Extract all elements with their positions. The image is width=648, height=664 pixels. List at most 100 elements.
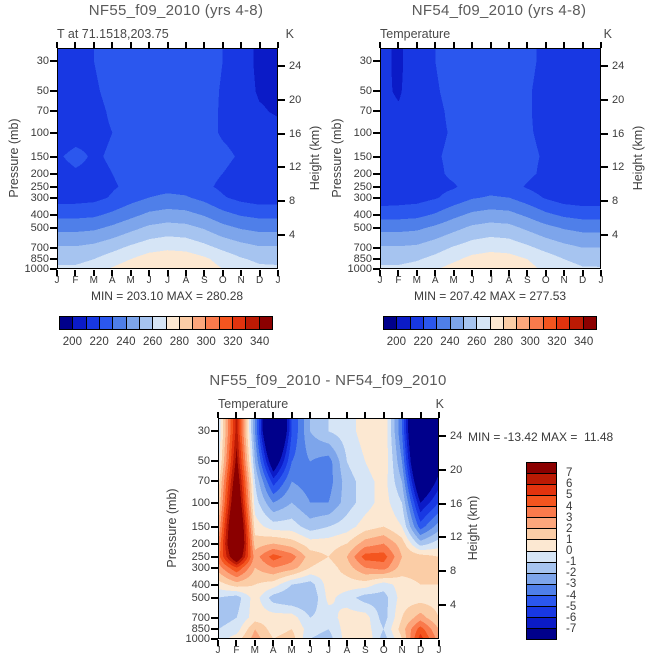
colorbar-tick-label: 4 bbox=[566, 500, 573, 513]
pressure-tick-label: 850 bbox=[30, 253, 49, 266]
height-tick-label: 20 bbox=[450, 463, 463, 476]
month-tick bbox=[401, 640, 404, 646]
colorbar-cell bbox=[219, 317, 234, 329]
month-tick bbox=[74, 42, 77, 48]
height-tick-label: 4 bbox=[450, 599, 457, 612]
pressure-tick bbox=[50, 60, 57, 63]
pressure-tick bbox=[211, 566, 218, 569]
month-tick bbox=[235, 412, 238, 418]
colorbar-cell bbox=[126, 317, 140, 329]
height-tick-label: 24 bbox=[612, 59, 625, 72]
pressure-tick-label: 250 bbox=[30, 180, 49, 193]
pressure-tick bbox=[373, 131, 380, 134]
month-tick bbox=[434, 270, 437, 276]
month-tick bbox=[507, 270, 510, 276]
colorbar-tick-label: 200 bbox=[62, 336, 82, 348]
pressure-tick bbox=[211, 628, 218, 631]
month-tick bbox=[327, 412, 330, 418]
colorbar-cell bbox=[463, 317, 478, 329]
pressure-tick bbox=[211, 596, 218, 599]
colorbar-cell bbox=[527, 584, 556, 596]
pressure-tick bbox=[50, 185, 57, 188]
height-tick bbox=[601, 132, 608, 135]
month-tick bbox=[507, 42, 510, 48]
month-tick-label: N bbox=[560, 275, 568, 286]
height-tick bbox=[439, 604, 446, 607]
colorbar-cell bbox=[60, 317, 74, 329]
panel-title-diff: NF55_f09_2010 - NF54_f09_2010 bbox=[209, 372, 447, 389]
pressure-tick bbox=[211, 583, 218, 586]
month-tick-label: F bbox=[395, 275, 402, 286]
colorbar-cell bbox=[543, 317, 558, 329]
pressure-tick bbox=[50, 155, 57, 158]
pressure-tick-label: 700 bbox=[191, 611, 210, 624]
height-tick bbox=[278, 98, 285, 101]
colorbar-cell bbox=[527, 540, 556, 552]
colorbar-cell bbox=[557, 317, 571, 329]
month-tick-label: J bbox=[275, 275, 281, 286]
month-tick-label: D bbox=[578, 275, 587, 286]
month-tick-label: J bbox=[436, 645, 442, 656]
height-tick bbox=[278, 200, 285, 203]
colorbar-cell bbox=[527, 485, 556, 497]
colorbar-cell bbox=[477, 317, 491, 329]
month-tick bbox=[581, 42, 584, 48]
month-tick bbox=[240, 270, 243, 276]
colorbar-tick-label: 280 bbox=[493, 336, 513, 348]
month-tick bbox=[217, 412, 219, 418]
pressure-tick-label: 1000 bbox=[24, 263, 49, 275]
month-tick-label: N bbox=[398, 645, 406, 656]
colorbar-cell bbox=[99, 317, 114, 329]
pressure-tick-label: 30 bbox=[197, 425, 210, 438]
month-tick bbox=[345, 412, 348, 418]
colorbar-cell bbox=[527, 595, 556, 607]
month-tick bbox=[111, 42, 114, 48]
colorbar-nf54 bbox=[383, 316, 597, 330]
colorbar-cell bbox=[503, 317, 518, 329]
month-tick bbox=[452, 42, 455, 48]
panel-subtitle-nf55: T at 71.1518,203.75 bbox=[57, 27, 169, 41]
pressure-tick bbox=[373, 246, 380, 249]
height-tick-label: 20 bbox=[612, 93, 625, 106]
month-tick bbox=[438, 412, 440, 418]
colorbar-cell bbox=[527, 463, 556, 475]
month-tick bbox=[253, 412, 256, 418]
pressure-tick bbox=[50, 268, 57, 270]
month-tick bbox=[397, 42, 400, 48]
panel-subtitle-nf54: Temperature bbox=[380, 27, 451, 41]
month-tick-label: A bbox=[108, 275, 116, 286]
month-tick-label: M bbox=[126, 275, 135, 286]
pressure-tick bbox=[373, 213, 380, 216]
height-tick bbox=[601, 166, 608, 169]
colorbar-cell bbox=[527, 617, 556, 629]
pressure-tick-label: 400 bbox=[30, 208, 49, 221]
pressure-tick-label: 400 bbox=[353, 208, 372, 221]
height-tick-label: 12 bbox=[289, 161, 302, 174]
min-max-stats-nf54: MIN = 207.42 MAX = 277.53 bbox=[413, 289, 567, 303]
month-tick-label: A bbox=[505, 275, 513, 286]
contour-plot-diff bbox=[218, 418, 439, 639]
month-tick bbox=[111, 270, 114, 276]
height-axis-label: Height (km) bbox=[466, 495, 480, 560]
height-axis-label: Height (km) bbox=[308, 125, 322, 190]
pressure-tick-label: 500 bbox=[30, 221, 49, 234]
height-tick-label: 8 bbox=[289, 195, 296, 208]
height-tick bbox=[601, 200, 608, 203]
month-tick bbox=[277, 270, 279, 276]
pressure-tick-label: 300 bbox=[353, 191, 372, 204]
month-tick bbox=[92, 42, 95, 48]
colorbar-cell bbox=[73, 317, 87, 329]
colorbar-tick-label: -7 bbox=[566, 622, 577, 635]
height-tick bbox=[439, 536, 446, 539]
pressure-tick-label: 30 bbox=[36, 55, 49, 68]
colorbar-tick-label: -3 bbox=[566, 578, 577, 591]
month-tick-label: J bbox=[326, 645, 331, 656]
pressure-tick-label: 150 bbox=[191, 520, 210, 533]
units-label-diff: K bbox=[435, 397, 444, 411]
month-tick-label: A bbox=[182, 275, 190, 286]
month-tick bbox=[438, 640, 440, 646]
pressure-tick bbox=[373, 172, 380, 175]
pressure-tick bbox=[50, 90, 57, 93]
month-tick-label: J bbox=[307, 645, 313, 656]
month-tick bbox=[345, 640, 348, 646]
